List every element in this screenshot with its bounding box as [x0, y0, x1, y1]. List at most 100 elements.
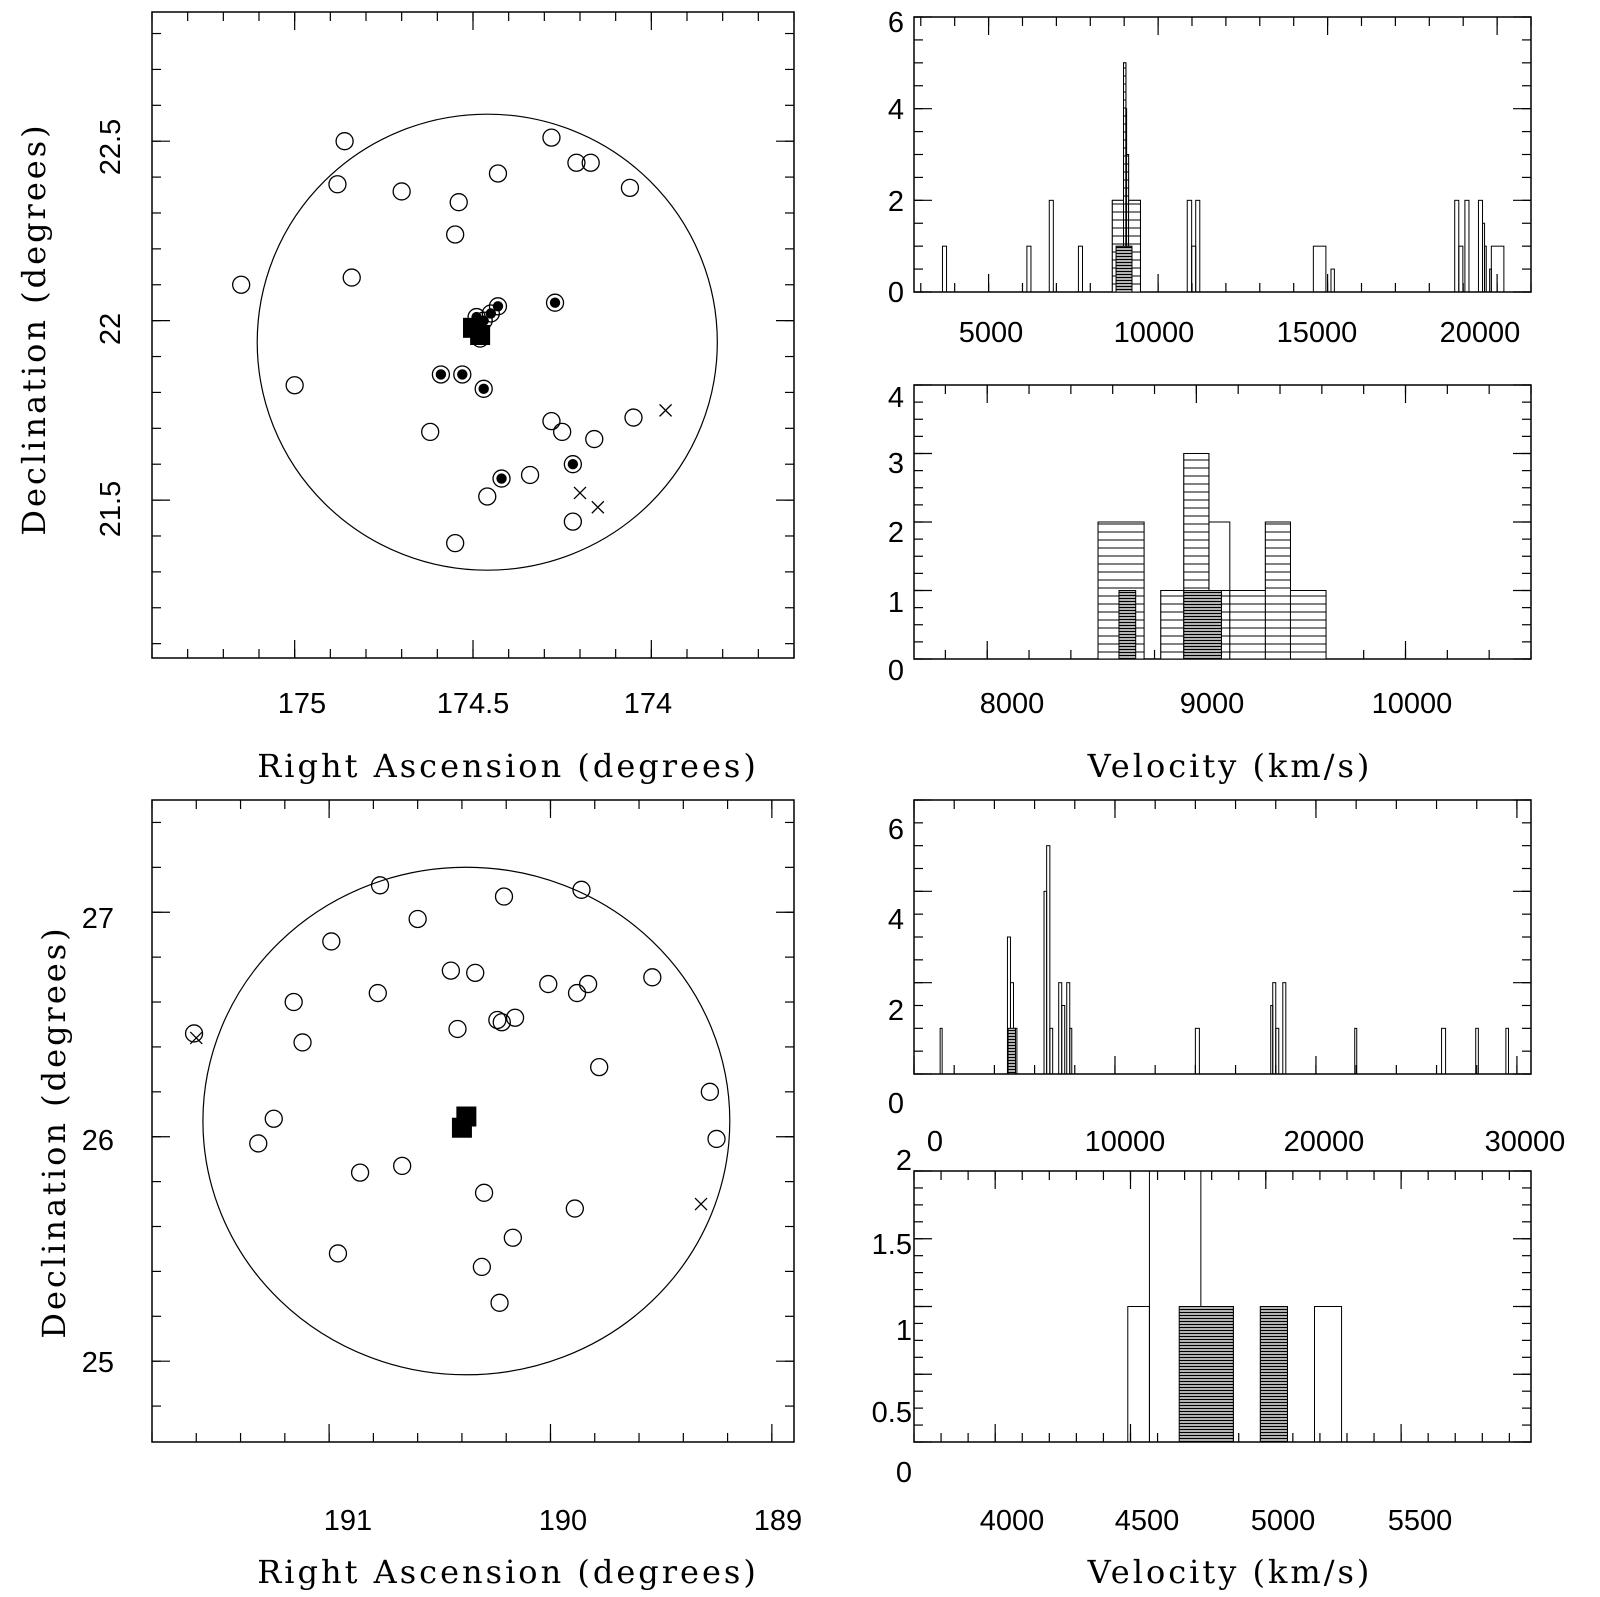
galaxy-cross-marker	[694, 1197, 708, 1211]
galaxy-open-marker	[350, 1163, 370, 1182]
histogram-bin	[1354, 1027, 1358, 1074]
velocity-histogram-1-zoom: 8000 9000 10000 0 1 2 3 4 Velocity (km/s…	[888, 382, 1532, 785]
sky-map-1-x-tick-labels: 175 174.5 174	[278, 688, 672, 720]
galaxy-open-marker	[285, 376, 304, 395]
histogram-core-bin	[1118, 590, 1137, 659]
velocity-histogram-2-zoom: 4000 4500 5000 5500 0 0.5 1 1.5 2 Veloci…	[872, 1145, 1532, 1591]
galaxy-open-marker	[232, 275, 251, 294]
histogram-2-wide-x-tick-labels: 0 10000 20000 30000	[927, 1126, 1565, 1158]
histogram-bin	[1490, 245, 1505, 292]
histogram-core-bin	[1178, 1306, 1234, 1442]
galaxy-open-marker	[446, 534, 465, 553]
y-tick-label: 0	[888, 1088, 904, 1120]
galaxy-member-ring	[545, 293, 565, 312]
histogram-group-bin	[1264, 521, 1291, 659]
group-center-marker	[470, 325, 491, 345]
histogram-bin	[1195, 199, 1201, 292]
galaxy-open-marker	[539, 974, 558, 994]
galaxy-open-marker	[328, 1244, 348, 1263]
sky-map-2: 191 190 189 25 26 27 Right Ascension (de…	[35, 799, 802, 1591]
histogram-bin	[1049, 1027, 1054, 1074]
x-tick-label: 174.5	[437, 688, 510, 720]
galaxy-open-marker	[707, 1129, 726, 1149]
galaxy-open-marker	[478, 487, 497, 506]
y-tick-label: 21.5	[95, 481, 127, 537]
histogram-bin	[1330, 268, 1335, 292]
x-tick-label: 10000	[1085, 1126, 1166, 1158]
galaxy-open-marker	[335, 132, 354, 151]
velocity-histogram-2-wide-plot-area	[913, 799, 1532, 1075]
galaxy-open-marker	[585, 429, 604, 449]
histogram-2-zoom-x-tick-labels: 4000 4500 5000 5500	[980, 1505, 1453, 1537]
x-tick-label: 189	[754, 1505, 802, 1537]
y-tick-label: 22.5	[95, 119, 127, 175]
galaxy-open-marker	[590, 1057, 609, 1077]
sky-map-1-x-axis-title: Right Ascension (degrees)	[257, 747, 759, 785]
histogram-bin	[1048, 199, 1054, 292]
galaxy-open-marker	[441, 961, 461, 980]
y-tick-label: 2	[888, 186, 904, 218]
galaxy-open-marker	[542, 411, 561, 431]
galaxy-open-marker	[393, 1156, 412, 1176]
histogram-bin	[1441, 1027, 1447, 1074]
histogram-bin	[1475, 1027, 1479, 1074]
histogram-bin	[1077, 245, 1083, 292]
histogram-bin	[1026, 245, 1032, 292]
galaxy-open-marker	[563, 512, 583, 531]
histogram-bin	[1282, 982, 1287, 1074]
y-tick-label: 2	[888, 517, 904, 549]
histogram-bin	[1312, 245, 1327, 292]
galaxy-open-marker	[446, 225, 465, 244]
histogram-1-wide-x-tick-labels: 5000 10000 15000 20000	[959, 317, 1521, 349]
galaxy-member-dot	[549, 297, 561, 308]
galaxy-open-marker	[472, 1257, 492, 1277]
histogram-bars	[1127, 1171, 1343, 1442]
group-center-marker	[451, 1117, 472, 1138]
galaxy-open-marker	[494, 887, 514, 906]
x-tick-label: 4500	[1115, 1505, 1180, 1537]
galaxy-member-dot	[457, 369, 468, 380]
galaxy-member-dot	[485, 308, 497, 319]
galaxy-open-marker	[488, 164, 508, 183]
sky-map-2-x-tick-labels: 191 190 189	[324, 1505, 802, 1537]
histogram-group-bin	[1160, 590, 1185, 659]
galaxy-open-marker	[565, 1199, 584, 1218]
galaxy-open-marker	[490, 1293, 509, 1312]
histogram-bars	[939, 845, 1509, 1074]
galaxy-open-marker	[421, 422, 440, 442]
x-tick-label: 5500	[1388, 1505, 1453, 1537]
galaxy-member-dot	[567, 459, 579, 470]
galaxy-cross-marker	[189, 1031, 203, 1045]
histogram-bin	[1069, 1027, 1073, 1074]
histogram-bin	[939, 1027, 943, 1074]
x-tick-label: 0	[927, 1126, 943, 1158]
x-tick-label: 10000	[1372, 688, 1453, 720]
x-tick-label: 4000	[980, 1505, 1045, 1537]
histogram-bin	[1127, 1306, 1150, 1442]
histogram-bars	[1097, 453, 1327, 659]
histogram-1-wide-y-tick-labels: 0 2 4 6	[888, 7, 904, 309]
x-tick-label: 20000	[1284, 1126, 1365, 1158]
x-tick-label: 9000	[1180, 688, 1245, 720]
galaxy-open-marker	[643, 968, 662, 987]
galaxy-open-marker	[322, 932, 341, 951]
y-tick-label: 4	[888, 94, 904, 126]
galaxy-member-ring	[492, 469, 511, 488]
galaxy-open-marker	[370, 876, 390, 895]
galaxy-open-marker	[620, 178, 640, 198]
y-tick-label: 1	[888, 587, 904, 619]
y-tick-label: 27	[82, 903, 114, 935]
histogram-core-bin	[1259, 1306, 1288, 1442]
y-tick-label: 4	[888, 904, 904, 936]
galaxy-open-marker	[520, 465, 540, 485]
galaxy-open-marker	[342, 268, 361, 287]
search-radius-circle	[256, 113, 718, 571]
galaxy-open-marker	[284, 992, 303, 1012]
x-tick-label: 191	[324, 1505, 372, 1537]
galaxy-member-ring	[453, 365, 472, 384]
x-tick-label: 175	[278, 688, 326, 720]
galaxy-cross-marker	[573, 486, 587, 500]
y-tick-label: 0	[888, 655, 904, 687]
galaxy-member-ring	[481, 304, 500, 323]
